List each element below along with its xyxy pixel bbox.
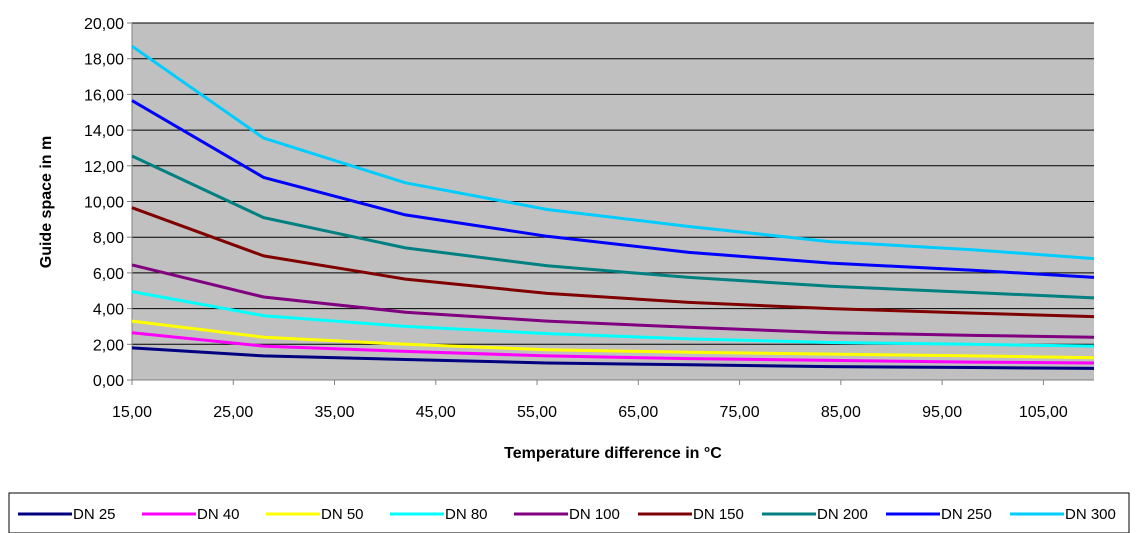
x-tick-label: 85,00 [821, 404, 861, 421]
x-tick-labels: 15,00 25,00 35,00 45,00 55,00 65,00 75,00 85,00… [112, 380, 1068, 421]
x-axis-title: Temperature difference in °C [504, 445, 722, 462]
series-line-dn-80 [131, 290, 1095, 348]
x-tick-label: 35,00 [315, 404, 355, 421]
y-axis-title: Guide space in m [38, 136, 55, 268]
series-line-dn-25 [131, 346, 1095, 370]
y-tick-label: 6,00 [93, 266, 124, 283]
x-tick-label: 25,00 [213, 404, 253, 421]
legend-label-dn-300: DN 300 [1065, 506, 1116, 523]
legend-label-dn-150: DN 150 [693, 506, 744, 523]
y-tick-label: 12,00 [84, 159, 124, 176]
x-tick-label: 55,00 [517, 404, 557, 421]
y-tick-labels: 0,00 2,00 4,00 6,00 8,00 10,00 12,00 14,00 16,00… [84, 16, 132, 390]
legend-label-dn-50: DN 50 [321, 506, 364, 523]
legend-label-dn-250: DN 250 [941, 506, 992, 523]
series-line-dn-200 [131, 154, 1095, 300]
series-line-dn-300 [131, 44, 1095, 261]
series-line-dn-150 [131, 206, 1095, 319]
series-line-dn-100 [131, 263, 1095, 339]
x-tick-label: 15,00 [112, 404, 152, 421]
y-tick-label: 18,00 [84, 52, 124, 69]
y-tick-label: 16,00 [84, 87, 124, 104]
y-tick-label: 8,00 [93, 230, 124, 247]
legend-label-dn-25: DN 25 [73, 506, 116, 523]
y-tick-label: 4,00 [93, 302, 124, 319]
legend-label-dn-100: DN 100 [569, 506, 620, 523]
legend-label-dn-200: DN 200 [817, 506, 868, 523]
x-tick-label: 105,00 [1019, 404, 1068, 421]
y-tick-label: 0,00 [93, 373, 124, 390]
series-line-dn-250 [131, 99, 1095, 279]
x-tick-label: 75,00 [720, 404, 760, 421]
y-tick-label: 2,00 [93, 337, 124, 354]
series-line-dn-50 [131, 319, 1095, 360]
x-tick-label: 65,00 [618, 404, 658, 421]
legend-label-dn-80: DN 80 [445, 506, 488, 523]
y-tick-label: 14,00 [84, 123, 124, 140]
series-line-dn-40 [131, 331, 1095, 365]
gridlines [132, 22, 1094, 345]
series-lines [131, 44, 1095, 370]
legend-label-dn-40: DN 40 [197, 506, 240, 523]
y-tick-label: 10,00 [84, 195, 124, 212]
legend: DN 25 DN 40 DN 50 DN 80 DN 100 DN 150 DN 200 DN… [18, 506, 1116, 523]
x-tick-label: 45,00 [416, 404, 456, 421]
x-tick-label: 95,00 [922, 404, 962, 421]
y-tick-label: 20,00 [84, 16, 124, 33]
